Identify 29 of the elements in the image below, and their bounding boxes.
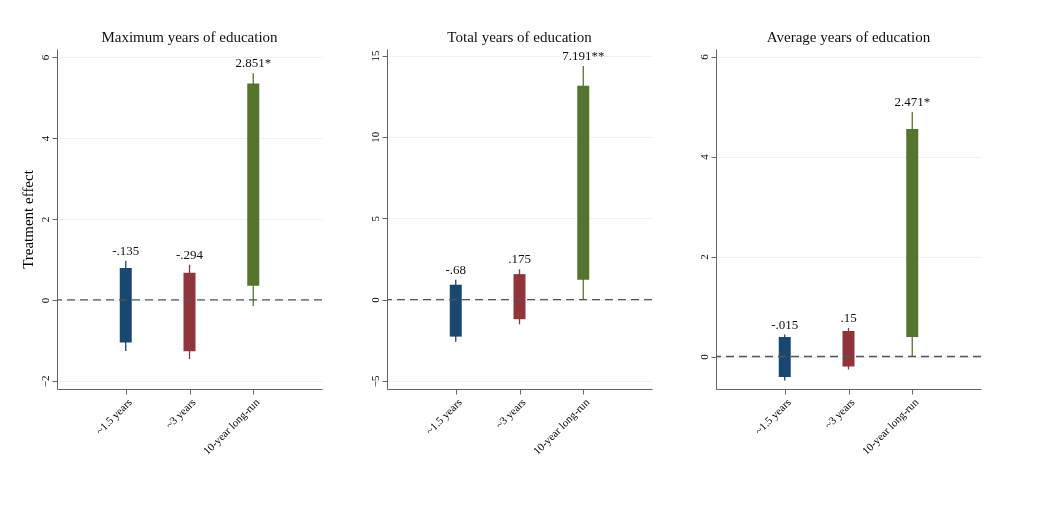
annotation: -.294 (175, 246, 204, 262)
annotation: -.68 (445, 261, 467, 277)
y-tick-label: 6 (697, 53, 710, 60)
annotation: .15 (840, 310, 857, 325)
annotation: 2.471* (894, 94, 931, 109)
y-tick-label: −5 (368, 375, 381, 388)
chart-title: Total years of education (447, 29, 593, 45)
chart-title: Maximum years of education (101, 29, 279, 45)
y-tick-label: 4 (38, 135, 51, 142)
chart-title: Average years of education (766, 29, 931, 45)
annotation: -.135 (112, 242, 140, 258)
y-axis-title: Treatment effect (19, 169, 36, 269)
bar (842, 331, 855, 367)
y-tick-label: 0 (368, 296, 381, 303)
annotation: 7.191** (562, 48, 605, 64)
annotation: 2.851* (235, 55, 272, 71)
y-tick-label: 0 (697, 353, 710, 360)
y-tick-label: 6 (38, 54, 51, 61)
bar (778, 337, 791, 377)
annotation: .175 (508, 251, 531, 267)
y-tick-label: 0 (38, 297, 51, 304)
y-tick-label: 5 (368, 215, 381, 222)
y-tick-label: 10 (368, 131, 381, 143)
y-tick-label: 15 (368, 50, 381, 62)
annotation: -.015 (771, 316, 799, 332)
y-tick-label: −2 (38, 375, 51, 388)
y-tick-label: 2 (38, 216, 51, 223)
y-tick-label: 2 (697, 254, 710, 260)
y-tick-label: 4 (697, 153, 710, 160)
